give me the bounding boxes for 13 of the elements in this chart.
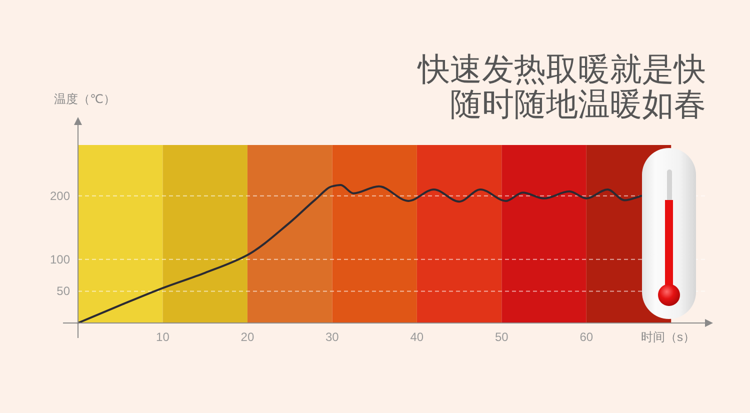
x-tick-label: 40 (410, 330, 424, 344)
x-tick-label: 60 (580, 330, 594, 344)
x-tick-label: 20 (240, 330, 254, 344)
y-axis-title: 温度（℃） (54, 92, 116, 106)
x-tick-label: 10 (156, 330, 170, 344)
x-tick-label: 30 (326, 330, 340, 344)
x-axis-title: 时间（s） (641, 330, 695, 344)
y-tick-label: 50 (56, 284, 70, 298)
x-tick-label: 50 (494, 330, 509, 344)
y-tick-label: 100 (50, 252, 70, 266)
chart-subtitle: 随时随地温暖如春 (450, 86, 706, 122)
chart-title: 快速发热取暖就是快 (417, 51, 706, 87)
y-tick-label: 200 (50, 188, 70, 203)
